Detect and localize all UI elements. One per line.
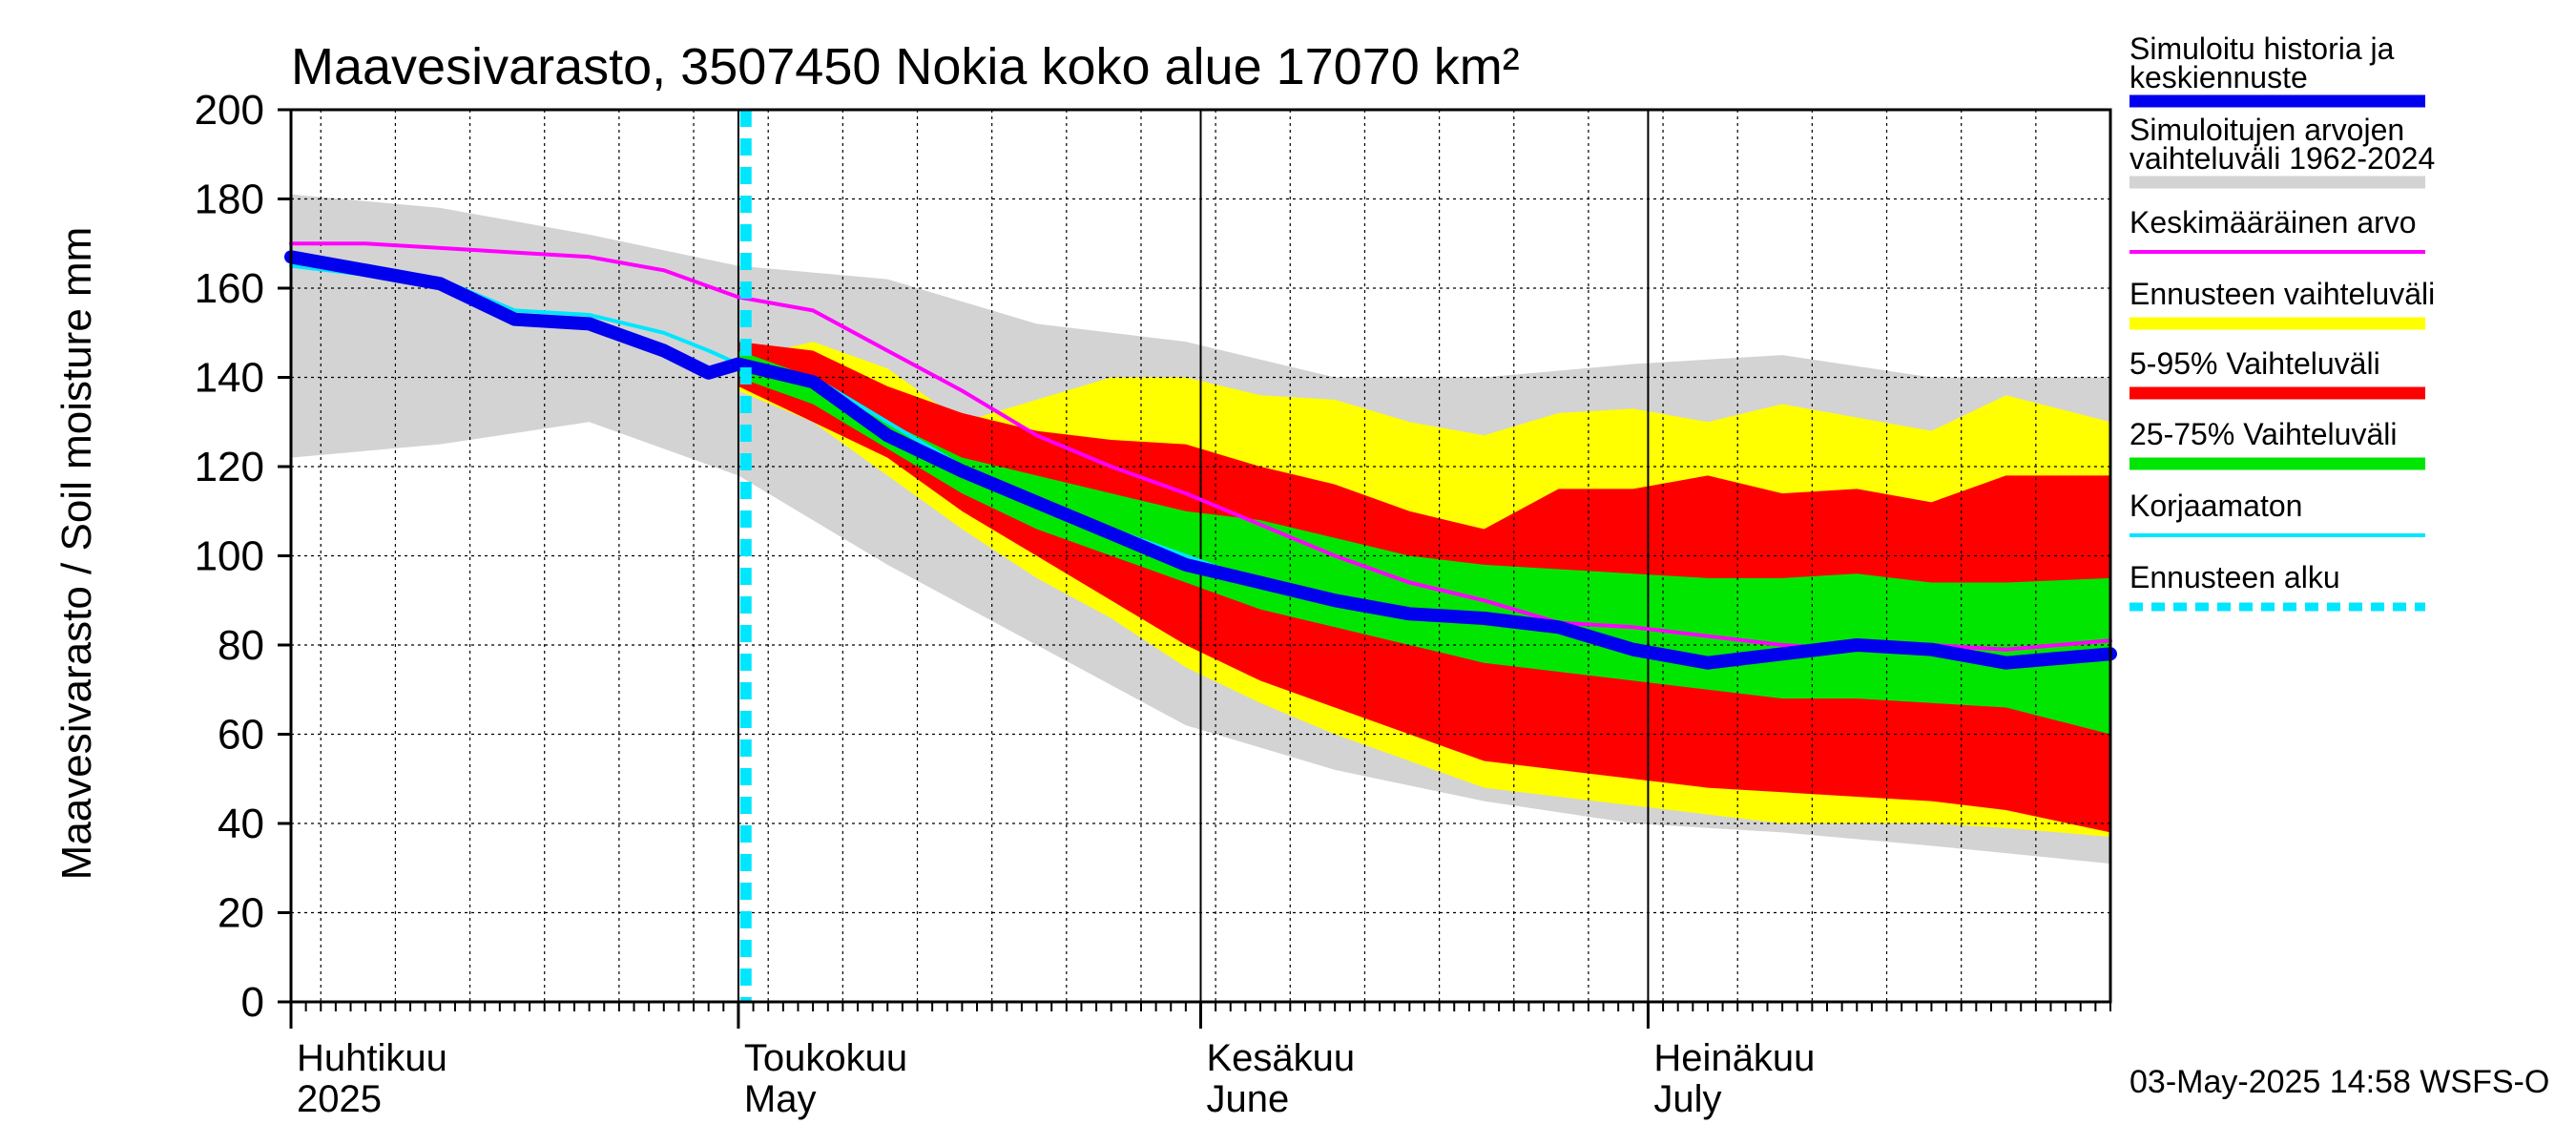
legend-label: Simuloitu historia ja — [2129, 31, 2395, 66]
chart-title: Maavesivarasto, 3507450 Nokia koko alue … — [291, 38, 1520, 95]
legend-label: 25-75% Vaihteluväli — [2129, 417, 2397, 451]
y-tick-label: 20 — [218, 890, 264, 937]
y-tick-label: 120 — [195, 444, 264, 490]
y-tick-label: 0 — [241, 979, 264, 1026]
y-tick-label: 160 — [195, 265, 264, 312]
legend-label-2: keskiennuste — [2129, 60, 2308, 94]
y-tick-label: 180 — [195, 177, 264, 223]
legend-label: Ennusteen alku — [2129, 560, 2340, 594]
y-tick-label: 40 — [218, 801, 264, 847]
band-25-75-vaihteluv-li — [737, 350, 2110, 735]
y-tick-label: 200 — [195, 87, 264, 134]
legend-label: Keskimääräinen arvo — [2129, 205, 2417, 239]
month-label: Huhtikuu — [297, 1037, 447, 1079]
series-simuloitu-historia-ja-keskiennuste — [284, 250, 2117, 670]
month-label: Kesäkuu — [1207, 1037, 1356, 1079]
legend-label: Korjaamaton — [2129, 489, 2302, 523]
month-label-en: May — [744, 1078, 817, 1120]
legend-label: Ennusteen vaihteluväli — [2129, 277, 2435, 311]
month-label-en: 2025 — [297, 1078, 382, 1120]
grid-layer — [291, 110, 2110, 1002]
y-tick-label: 100 — [195, 533, 264, 580]
y-tick-label: 80 — [218, 622, 264, 669]
month-label: Toukokuu — [744, 1037, 907, 1079]
month-label-en: June — [1207, 1078, 1290, 1120]
series-keskim-r-inen-arvo — [289, 241, 2112, 652]
y-tick-label: 60 — [218, 712, 264, 759]
footer-timestamp: 03-May-2025 14:58 WSFS-O — [2129, 1064, 2549, 1100]
y-tick-labels: 0 20 40 60 80 100 120 140 160 180 200 — [195, 87, 264, 1026]
y-tick-label: 140 — [195, 355, 264, 402]
legend-label: 5-95% Vaihteluväli — [2129, 346, 2380, 381]
month-label-en: July — [1653, 1078, 1721, 1120]
y-axis-label: Maavesivarasto / Soil moisture mm — [53, 227, 100, 881]
axes-layer — [278, 108, 2112, 1029]
legend-label: Simuloitujen arvojen — [2129, 113, 2404, 147]
legend-label-2: vaihteluväli 1962-2024 — [2129, 141, 2435, 176]
line-layer — [284, 110, 2117, 1002]
month-label: Heinäkuu — [1653, 1037, 1815, 1079]
